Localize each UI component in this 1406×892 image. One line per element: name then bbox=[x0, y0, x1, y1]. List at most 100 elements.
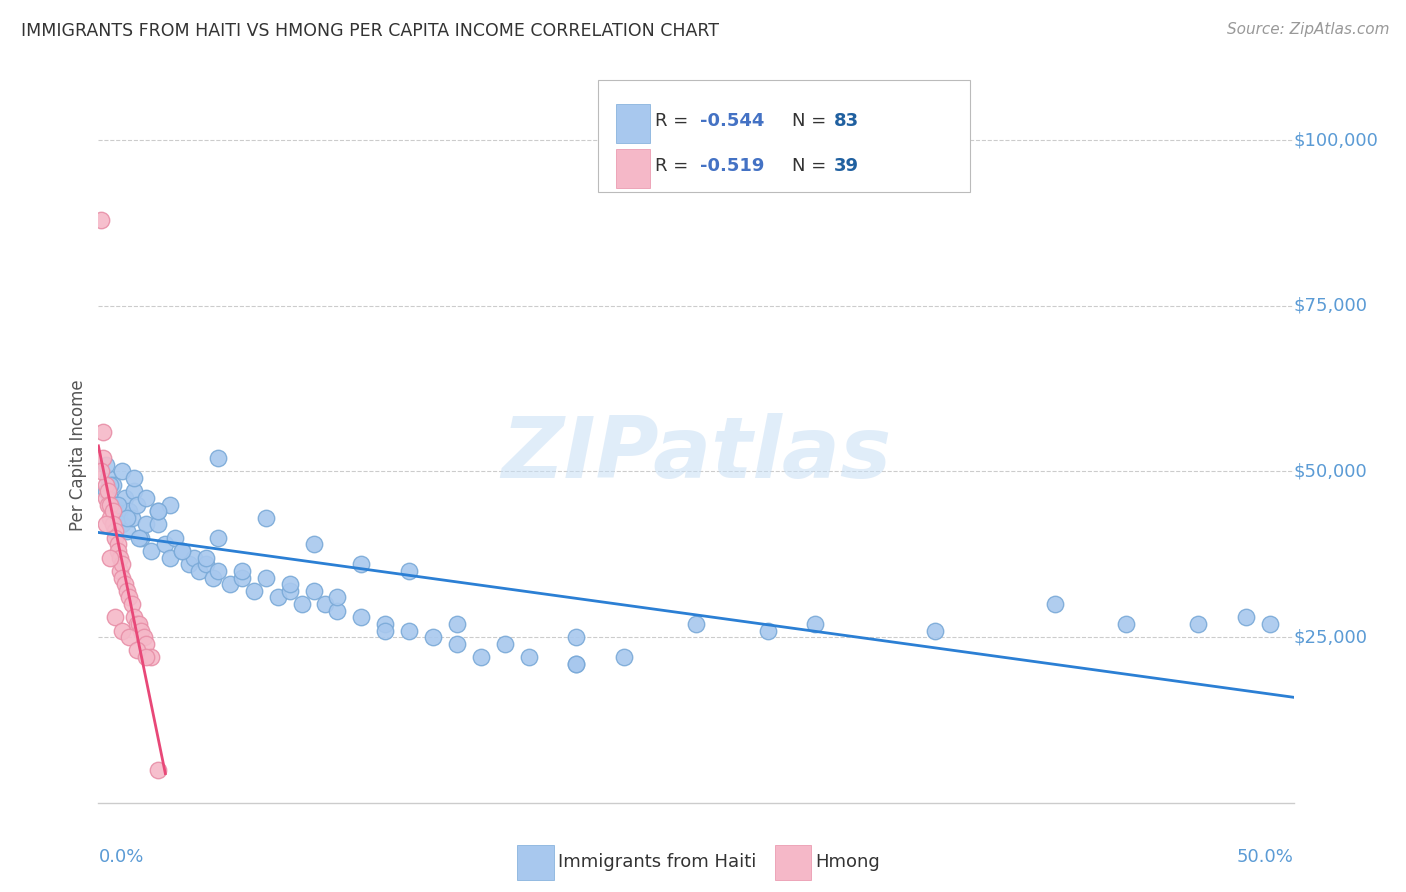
Point bbox=[278, 583, 301, 598]
Point bbox=[159, 550, 181, 565]
Point bbox=[115, 583, 138, 598]
Point bbox=[104, 498, 127, 512]
Text: Hmong: Hmong bbox=[815, 853, 880, 871]
Point bbox=[125, 498, 148, 512]
Point bbox=[187, 564, 209, 578]
Point bbox=[135, 637, 157, 651]
Point bbox=[131, 624, 153, 638]
Point bbox=[111, 558, 134, 572]
Point bbox=[350, 610, 373, 624]
Point bbox=[302, 583, 325, 598]
Point bbox=[128, 616, 150, 631]
Point bbox=[470, 650, 492, 665]
Point bbox=[124, 610, 146, 624]
Point bbox=[254, 511, 277, 525]
Point bbox=[98, 498, 122, 512]
Point bbox=[121, 511, 143, 525]
Point bbox=[101, 517, 124, 532]
Point bbox=[254, 570, 277, 584]
Point bbox=[97, 484, 120, 499]
Point bbox=[118, 630, 141, 644]
Point bbox=[125, 643, 148, 657]
Point bbox=[108, 550, 131, 565]
Point bbox=[91, 425, 114, 439]
Point bbox=[231, 564, 253, 578]
Point bbox=[290, 597, 312, 611]
Point bbox=[108, 504, 131, 518]
Point bbox=[111, 624, 134, 638]
Point bbox=[118, 504, 141, 518]
Text: 0.0%: 0.0% bbox=[98, 848, 143, 866]
Point bbox=[114, 491, 136, 505]
Point bbox=[98, 477, 122, 491]
Text: R =: R = bbox=[655, 112, 695, 130]
Point bbox=[398, 624, 420, 638]
Point bbox=[98, 511, 122, 525]
Text: Source: ZipAtlas.com: Source: ZipAtlas.com bbox=[1226, 22, 1389, 37]
Point bbox=[90, 465, 112, 479]
Point bbox=[1043, 597, 1066, 611]
Point bbox=[243, 583, 266, 598]
Point bbox=[101, 504, 124, 518]
Point bbox=[97, 498, 120, 512]
Point bbox=[267, 591, 290, 605]
Point bbox=[155, 537, 177, 551]
Text: $50,000: $50,000 bbox=[1294, 462, 1367, 481]
Point bbox=[219, 577, 242, 591]
Point bbox=[124, 471, 146, 485]
Point bbox=[107, 537, 129, 551]
Point bbox=[326, 591, 349, 605]
Point bbox=[1187, 616, 1209, 631]
Point bbox=[446, 637, 468, 651]
Point bbox=[374, 624, 396, 638]
Point bbox=[111, 570, 134, 584]
Point bbox=[494, 637, 516, 651]
Point bbox=[111, 465, 134, 479]
Point bbox=[108, 564, 131, 578]
Point bbox=[91, 451, 114, 466]
Point bbox=[118, 591, 141, 605]
Point bbox=[179, 558, 201, 572]
Point bbox=[101, 477, 124, 491]
Point bbox=[202, 570, 225, 584]
Point bbox=[1234, 610, 1257, 624]
Point bbox=[194, 558, 217, 572]
Point bbox=[148, 504, 170, 518]
Point bbox=[163, 531, 186, 545]
Point bbox=[107, 544, 129, 558]
Point bbox=[97, 471, 120, 485]
Point bbox=[374, 616, 396, 631]
Text: Immigrants from Haiti: Immigrants from Haiti bbox=[558, 853, 756, 871]
Point bbox=[1258, 616, 1281, 631]
Point bbox=[1115, 616, 1137, 631]
Text: 50.0%: 50.0% bbox=[1237, 848, 1294, 866]
Point bbox=[565, 657, 588, 671]
Point bbox=[148, 504, 170, 518]
Point bbox=[685, 616, 707, 631]
Point bbox=[125, 616, 148, 631]
Point bbox=[565, 630, 588, 644]
Point bbox=[278, 577, 301, 591]
Point bbox=[172, 544, 194, 558]
Point bbox=[924, 624, 946, 638]
Point bbox=[115, 524, 138, 538]
Point bbox=[398, 564, 420, 578]
Point bbox=[114, 577, 136, 591]
Point bbox=[98, 550, 122, 565]
Point bbox=[104, 531, 127, 545]
Text: -0.519: -0.519 bbox=[700, 157, 765, 175]
Point bbox=[804, 616, 827, 631]
Point bbox=[207, 564, 229, 578]
Point bbox=[132, 630, 155, 644]
Point bbox=[148, 517, 170, 532]
Point bbox=[107, 498, 129, 512]
Point bbox=[350, 558, 373, 572]
Point bbox=[104, 610, 127, 624]
Point bbox=[302, 537, 325, 551]
Point bbox=[94, 477, 117, 491]
Point bbox=[94, 458, 117, 472]
Point bbox=[315, 597, 337, 611]
Point bbox=[135, 517, 157, 532]
Point bbox=[159, 498, 181, 512]
Text: IMMIGRANTS FROM HAITI VS HMONG PER CAPITA INCOME CORRELATION CHART: IMMIGRANTS FROM HAITI VS HMONG PER CAPIT… bbox=[21, 22, 718, 40]
